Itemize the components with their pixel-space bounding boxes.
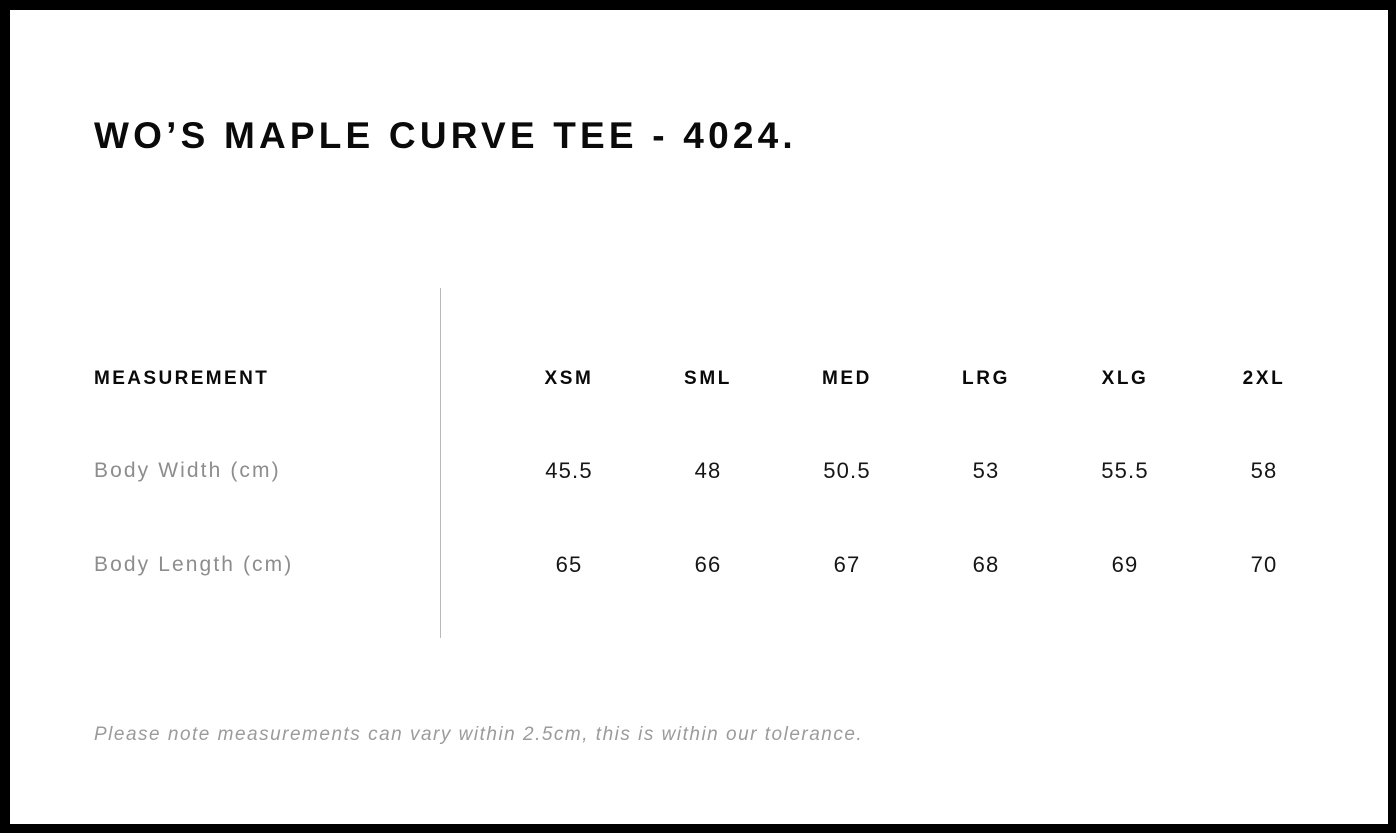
cell-body-length-xsm: 65 bbox=[555, 552, 583, 577]
column-header-xsm: XSM bbox=[544, 368, 594, 389]
page-title: WO’S MAPLE CURVE TEE - 4024. bbox=[94, 115, 797, 156]
row-label-body-length: Body Length (cm) bbox=[94, 553, 294, 576]
column-header-measurement: MEASUREMENT bbox=[94, 368, 270, 389]
cell-body-length-xlg: 69 bbox=[1111, 552, 1139, 577]
cell-body-width-lrg: 53 bbox=[972, 458, 1000, 483]
row-label-body-width: Body Width (cm) bbox=[94, 459, 281, 482]
table-row: Body Length (cm) 65 66 67 68 69 70 bbox=[10, 545, 1388, 585]
cell-body-width-xlg: 55.5 bbox=[1101, 458, 1149, 483]
tolerance-note: Please note measurements can vary within… bbox=[94, 724, 864, 745]
cell-body-length-sml: 66 bbox=[694, 552, 722, 577]
column-header-sml: SML bbox=[684, 368, 732, 389]
column-header-xlg: XLG bbox=[1101, 368, 1149, 389]
column-header-lrg: LRG bbox=[962, 368, 1010, 389]
cell-body-length-lrg: 68 bbox=[972, 552, 1000, 577]
table-vertical-divider bbox=[440, 288, 441, 638]
cell-body-width-med: 50.5 bbox=[823, 458, 871, 483]
size-chart-card: WO’S MAPLE CURVE TEE - 4024. MEASUREMENT… bbox=[10, 10, 1388, 824]
cell-body-width-2xl: 58 bbox=[1250, 458, 1278, 483]
cell-body-width-sml: 48 bbox=[694, 458, 722, 483]
cell-body-length-2xl: 70 bbox=[1250, 552, 1278, 577]
size-chart-table: MEASUREMENT XSM SML MED LRG XLG 2XL Body… bbox=[10, 10, 1388, 824]
table-header-row: MEASUREMENT XSM SML MED LRG XLG 2XL bbox=[10, 359, 1388, 399]
cell-body-length-med: 67 bbox=[833, 552, 861, 577]
column-header-med: MED bbox=[821, 368, 873, 389]
table-row: Body Width (cm) 45.5 48 50.5 53 55.5 58 bbox=[10, 451, 1388, 491]
column-header-2xl: 2XL bbox=[1242, 368, 1286, 389]
cell-body-width-xsm: 45.5 bbox=[545, 458, 593, 483]
